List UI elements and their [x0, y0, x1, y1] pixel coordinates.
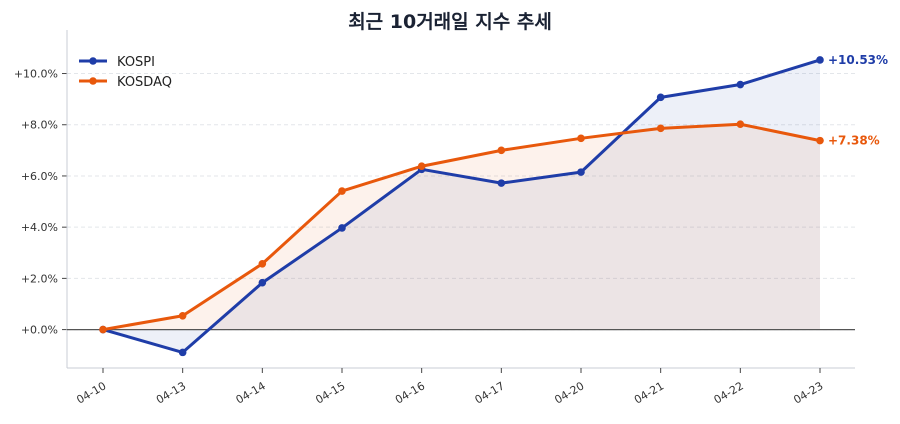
- x-tick-label: 04-17: [473, 379, 507, 406]
- point-kospi: [338, 224, 346, 232]
- point-kosdaq: [656, 124, 665, 133]
- x-tick-label: 04-13: [154, 379, 188, 406]
- point-kosdaq: [99, 325, 107, 334]
- point-kospi: [656, 93, 665, 102]
- x-tick-label: 04-22: [712, 379, 746, 406]
- point-kosdaq: [258, 259, 267, 268]
- y-tick-label: +10.0%: [14, 68, 58, 81]
- point-kosdaq: [417, 162, 426, 171]
- end-label-kospi: +10.53%: [828, 53, 888, 67]
- x-tick-label: 04-15: [313, 379, 347, 406]
- point-kospi: [816, 56, 824, 64]
- point-kospi: [736, 80, 745, 89]
- x-tick-label: 04-16: [393, 379, 427, 406]
- point-kospi: [258, 278, 267, 287]
- chart-title: 최근 10거래일 지수 추세: [348, 11, 552, 33]
- x-tick-label: 04-14: [234, 379, 268, 406]
- y-tick-label: +0.0%: [21, 324, 58, 337]
- end-label-kosdaq: +7.38%: [828, 134, 880, 148]
- y-tick-label: +4.0%: [21, 221, 58, 234]
- point-kospi: [178, 348, 187, 357]
- legend-label: KOSPI: [117, 55, 155, 70]
- area-kospi: [103, 59, 820, 353]
- x-tick-label: 04-20: [552, 379, 586, 406]
- x-tick-label: 04-23: [791, 379, 825, 406]
- y-tick-label: +2.0%: [21, 272, 58, 285]
- legend-label: KOSDAQ: [117, 75, 172, 90]
- point-kosdaq: [577, 134, 585, 143]
- legend-marker: [89, 57, 97, 65]
- point-kospi: [497, 179, 506, 187]
- y-tick-label: +6.0%: [21, 170, 58, 183]
- point-kosdaq: [178, 311, 187, 320]
- point-kosdaq: [736, 120, 745, 129]
- line-kospi: [102, 58, 821, 354]
- point-kosdaq: [338, 187, 346, 195]
- point-kospi: [577, 168, 585, 176]
- legend-marker: [89, 77, 97, 85]
- x-tick-label: 04-21: [632, 379, 666, 406]
- point-kosdaq: [816, 136, 824, 145]
- point-kosdaq: [497, 146, 506, 155]
- line-kosdaq: [102, 122, 821, 332]
- area-kosdaq: [103, 124, 820, 330]
- x-tick-label: 04-10: [74, 379, 108, 406]
- y-tick-label: +8.0%: [21, 119, 58, 132]
